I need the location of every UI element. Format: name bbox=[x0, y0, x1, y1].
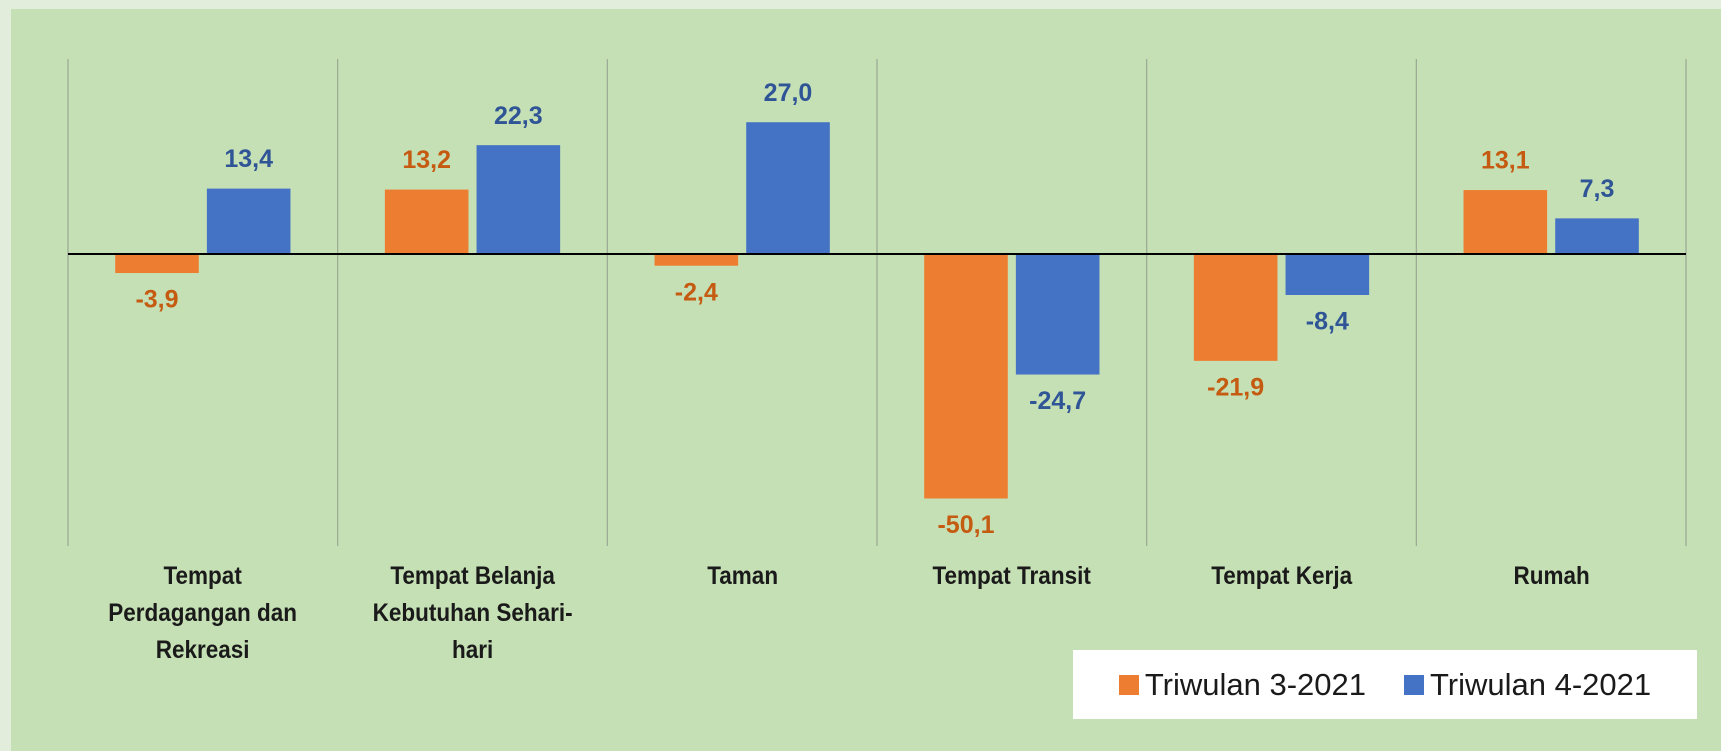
legend-label: Triwulan 4-2021 bbox=[1430, 666, 1652, 702]
data-label: -2,4 bbox=[675, 278, 718, 306]
data-label: -3,9 bbox=[135, 286, 178, 314]
legend: Triwulan 3-2021 Triwulan 4-2021 bbox=[1073, 650, 1697, 719]
data-label: 13,1 bbox=[1481, 147, 1530, 175]
x-tick-label: Tempat Perdagangan dan Rekreasi bbox=[108, 562, 298, 664]
bar bbox=[476, 145, 561, 254]
chart: -3,9 13,2 -2,4 -50,1 -21,9 13,1 13,4 22,3 27,0 -2… bbox=[67, 59, 1687, 546]
data-label: 13,2 bbox=[402, 146, 451, 174]
bar bbox=[1285, 254, 1370, 295]
data-label: 22,3 bbox=[494, 102, 543, 130]
data-label: 7,3 bbox=[1580, 175, 1615, 203]
bar bbox=[1463, 190, 1548, 254]
bar bbox=[384, 189, 469, 254]
x-tick-label: Tempat Kerja bbox=[1211, 562, 1352, 590]
data-label: -21,9 bbox=[1207, 373, 1264, 401]
bar bbox=[924, 254, 1008, 499]
data-label: 13,4 bbox=[224, 145, 273, 173]
data-label: -50,1 bbox=[937, 511, 994, 539]
x-tick-label: Rumah bbox=[1513, 562, 1590, 590]
legend-swatch bbox=[1118, 674, 1139, 695]
legend-swatch bbox=[1404, 674, 1424, 695]
data-label: 27,0 bbox=[764, 79, 813, 107]
bar bbox=[746, 122, 830, 255]
data-label: -8,4 bbox=[1306, 308, 1349, 336]
x-tick-label: Tempat Transit bbox=[932, 562, 1091, 590]
legend-item: Triwulan 3-2021 bbox=[1118, 666, 1366, 703]
x-tick-label: Tempat Belanja Kebutuhan Sehari-hari bbox=[372, 562, 573, 664]
bar bbox=[1193, 254, 1278, 361]
chart-area: -3,9 13,2 -2,4 -50,1 -21,9 13,1 13,4 22,3 27,0 -2… bbox=[11, 9, 1721, 751]
bar bbox=[115, 254, 199, 274]
bar bbox=[654, 254, 739, 266]
bar bbox=[1015, 254, 1100, 375]
bar bbox=[206, 188, 291, 254]
data-label: -24,7 bbox=[1029, 387, 1086, 415]
legend-item: Triwulan 4-2021 bbox=[1404, 667, 1651, 703]
legend-label: Triwulan 3-2021 bbox=[1144, 666, 1366, 702]
bar bbox=[1555, 218, 1639, 254]
x-tick-label: Taman bbox=[706, 562, 778, 590]
